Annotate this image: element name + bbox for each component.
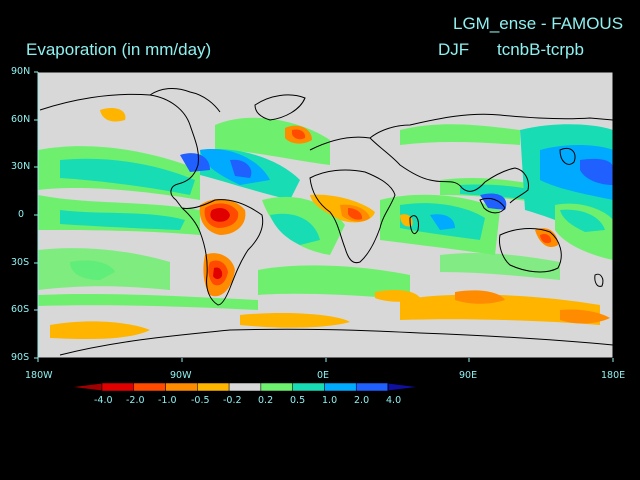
model-title: LGM_ense - FAMOUS: [453, 14, 624, 33]
colorbar-swatch: [387, 382, 421, 392]
field-patch: [180, 153, 210, 172]
colorbar-label: -0.2: [223, 395, 242, 406]
colorbar-label: 0.5: [290, 395, 306, 406]
season-label: DJF: [438, 40, 470, 59]
field-patch: [400, 214, 413, 227]
field-patch: [560, 209, 605, 232]
field-patch: [60, 210, 185, 230]
lon-label: 90E: [459, 370, 478, 381]
colorbar-label: 2.0: [354, 395, 370, 406]
colorbar-swatch: [133, 382, 166, 392]
field-patch: [38, 248, 170, 290]
field-patch: [400, 124, 520, 145]
variable-title: Evaporation (in mm/day): [26, 40, 212, 59]
coastlines: [39, 87, 613, 356]
colorbar-label: 4.0: [386, 395, 402, 406]
lat-label: 90S: [11, 352, 30, 363]
field-patch: [292, 129, 306, 140]
lon-label: 180W: [25, 370, 53, 381]
field-patch: [38, 293, 258, 310]
colorbar-swatch: [69, 382, 103, 392]
lat-label: 30S: [11, 257, 30, 268]
field-patch: [213, 267, 223, 279]
colorbar-swatch: [324, 382, 357, 392]
field-patch: [270, 213, 320, 245]
field-patch: [560, 309, 610, 324]
field-patch: [210, 207, 230, 222]
evaporation-field: [38, 72, 613, 358]
lon-label: 90W: [170, 370, 192, 381]
field-patch: [60, 158, 195, 195]
colorbar: [69, 382, 421, 392]
field-patch: [455, 290, 505, 304]
colorbar-swatch: [197, 382, 230, 392]
field-patch: [540, 145, 613, 200]
colorbar-swatch: [101, 382, 135, 392]
field-patch: [580, 158, 613, 185]
colorbar-swatch: [165, 382, 198, 392]
field-patch: [100, 108, 126, 122]
colorbar-swatch: [260, 382, 293, 392]
lat-label: 0: [18, 209, 25, 220]
field-patch: [400, 294, 600, 325]
colorbar-swatch: [292, 382, 325, 392]
lon-label: 0E: [317, 370, 330, 381]
lat-label: 90N: [11, 66, 31, 77]
colorbar-label: 1.0: [322, 395, 338, 406]
lat-label: 60N: [11, 114, 31, 125]
field-patch: [540, 233, 552, 244]
colorbar-swatch: [355, 382, 389, 392]
experiment-label: tcnbB-tcrpb: [497, 40, 584, 59]
colorbar-label: -1.0: [158, 395, 177, 406]
field-patch: [440, 252, 560, 280]
lat-label: 60S: [11, 304, 30, 315]
axis-ticks: [34, 71, 614, 362]
lat-label: 30N: [11, 161, 31, 172]
colorbar-label: 0.2: [258, 395, 274, 406]
field-patch: [480, 193, 507, 210]
colorbar-label: -2.0: [126, 395, 145, 406]
lon-label: 180E: [601, 370, 626, 381]
colorbar-label: -4.0: [94, 395, 113, 406]
field-patch: [375, 290, 420, 302]
field-patch: [230, 159, 252, 178]
field-patch: [348, 208, 363, 220]
colorbar-label: -0.5: [191, 395, 210, 406]
field-patch: [240, 312, 350, 328]
field-patch: [50, 321, 150, 340]
colorbar-swatch: [228, 382, 262, 392]
field-patch: [258, 265, 410, 300]
field-patch: [430, 214, 455, 230]
